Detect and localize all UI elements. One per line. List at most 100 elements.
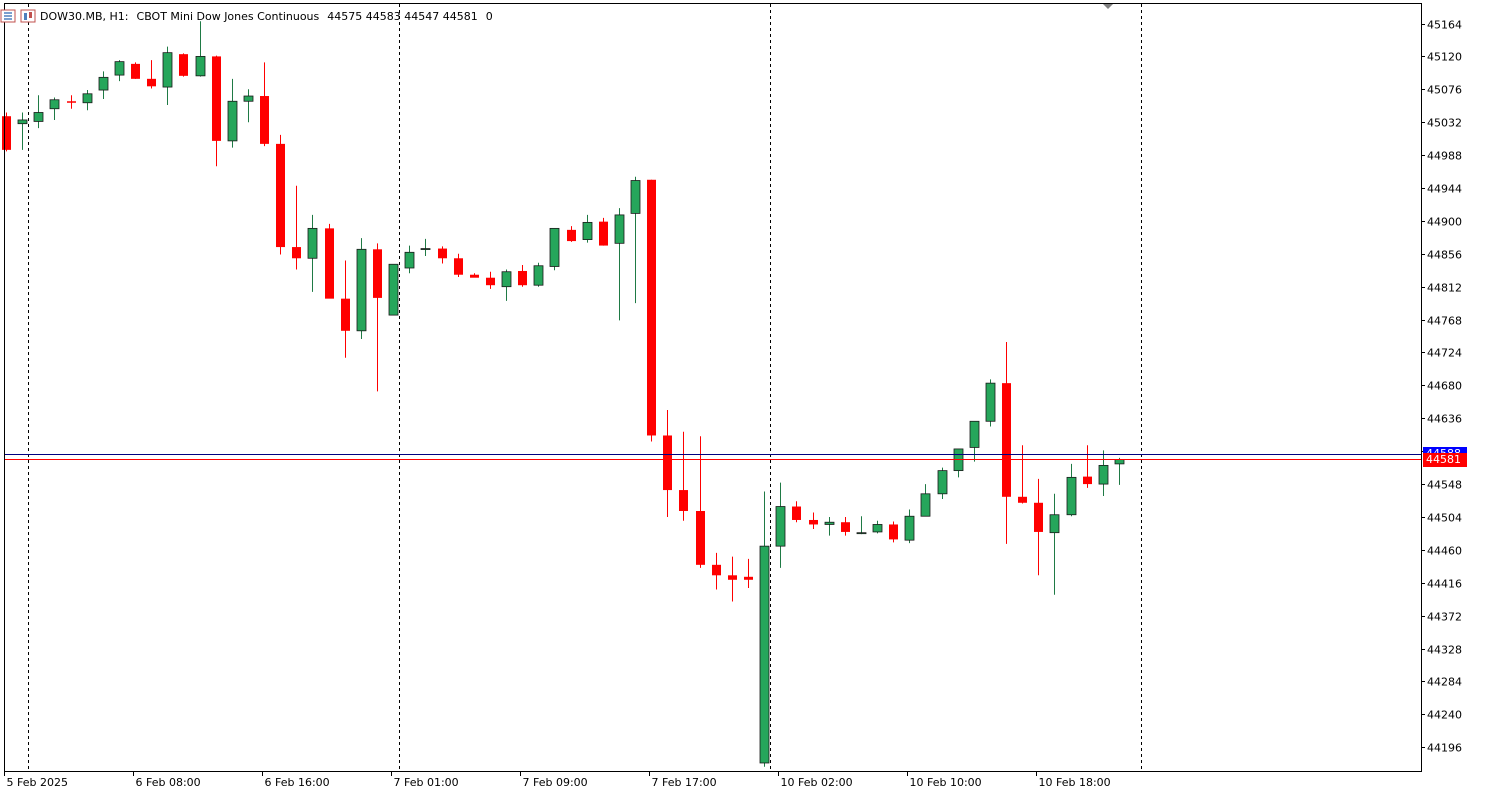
candle-body — [67, 101, 76, 103]
price-lines — [5, 454, 1421, 460]
price-tick-label: 45032 — [1427, 117, 1462, 130]
candle-body — [1114, 459, 1125, 465]
candle-body — [82, 93, 93, 104]
candle — [438, 246, 447, 264]
candle-body — [49, 99, 60, 110]
candle — [549, 227, 560, 271]
candle-body — [470, 274, 479, 278]
candle — [292, 185, 301, 270]
candle-body — [114, 61, 125, 76]
candle-body — [212, 56, 221, 141]
candle-body — [533, 265, 544, 286]
price-axis[interactable]: 45164 45120 45076 45032 44988 44944 44900 44856… — [1421, 19, 1462, 755]
candle — [276, 134, 285, 255]
candle — [1049, 493, 1060, 595]
candle-body — [744, 576, 753, 580]
candle — [696, 436, 705, 568]
chart-list-icon[interactable] — [0, 9, 16, 23]
candle — [663, 410, 672, 517]
candle — [567, 226, 576, 242]
candle — [470, 273, 479, 278]
candle — [325, 223, 334, 299]
candle-body — [1018, 496, 1027, 503]
candle — [49, 97, 60, 120]
candle — [307, 214, 318, 292]
candle — [937, 467, 948, 500]
price-tick-label: 45120 — [1427, 51, 1462, 64]
price-tick-label: 44636 — [1427, 413, 1462, 426]
candle-body — [243, 95, 254, 102]
time-tick-label: 10 Feb 02:00 — [781, 776, 853, 789]
candle-body — [679, 490, 688, 512]
candle — [775, 482, 786, 568]
candle — [792, 501, 801, 523]
candle-body — [841, 522, 850, 532]
candle — [920, 484, 931, 517]
candle — [582, 214, 593, 243]
bid-price-tag: 44581 — [1423, 452, 1467, 467]
candle — [179, 53, 188, 77]
time-tick-label: 5 Feb 2025 — [7, 776, 68, 789]
price-tick-label: 44284 — [1427, 676, 1462, 689]
candle-body — [824, 521, 835, 525]
candle — [759, 491, 770, 767]
candle-body — [759, 545, 770, 764]
time-tick-label: 10 Feb 18:00 — [1039, 776, 1111, 789]
time-tick-label: 10 Feb 10:00 — [910, 776, 982, 789]
candle-body — [647, 179, 656, 436]
candle — [147, 60, 156, 89]
price-tick-label: 44548 — [1427, 479, 1462, 492]
ohlc-values: 44575 44583 44547 44581 — [327, 9, 478, 23]
candle-body — [696, 511, 705, 565]
candle — [824, 516, 835, 536]
candle-body — [775, 506, 786, 547]
candle — [501, 269, 512, 301]
candle — [33, 95, 44, 129]
time-tick-label: 7 Feb 01:00 — [394, 776, 459, 789]
candle-body — [1098, 464, 1109, 485]
candle-body — [582, 221, 593, 240]
candle-body — [1049, 514, 1060, 534]
candle — [356, 238, 367, 340]
candle-body — [33, 112, 44, 122]
candle-body — [341, 298, 350, 331]
candle-body — [227, 100, 238, 142]
candle-body — [1034, 502, 1043, 532]
candle — [969, 420, 980, 462]
price-tick-label: 45164 — [1427, 19, 1462, 32]
candle — [454, 253, 463, 277]
candle-body — [630, 180, 641, 214]
candle-body — [438, 248, 447, 259]
candle-body — [1083, 476, 1092, 485]
candle — [1114, 457, 1125, 485]
candle-body — [518, 270, 527, 286]
price-tick-label: 44900 — [1427, 216, 1462, 229]
candle — [872, 520, 883, 534]
candle-body — [937, 470, 948, 495]
candle-body — [856, 532, 867, 535]
chart-type-icon[interactable] — [20, 9, 36, 23]
candle-body — [599, 221, 608, 246]
price-tick-label: 44504 — [1427, 512, 1462, 525]
candle — [744, 558, 753, 589]
candle-body — [889, 524, 898, 540]
candle — [67, 95, 76, 109]
candle-body — [388, 263, 399, 316]
chart-shift-marker-icon[interactable] — [1103, 4, 1113, 9]
candle — [82, 90, 93, 111]
candle-body — [292, 247, 301, 259]
candle — [953, 448, 964, 478]
candle — [227, 78, 238, 148]
candle-body — [549, 227, 560, 267]
candle — [212, 55, 221, 167]
candle-body — [276, 143, 285, 248]
candle — [630, 176, 641, 304]
plot-frame — [4, 3, 1422, 772]
candle — [1034, 478, 1043, 576]
candle-body — [195, 55, 206, 77]
time-tick-label: 6 Feb 08:00 — [136, 776, 201, 789]
candle-body — [809, 519, 818, 525]
candle — [195, 21, 206, 77]
time-axis[interactable]: 5 Feb 2025 6 Feb 08:00 6 Feb 16:00 7 Feb 01… — [4, 771, 1111, 789]
